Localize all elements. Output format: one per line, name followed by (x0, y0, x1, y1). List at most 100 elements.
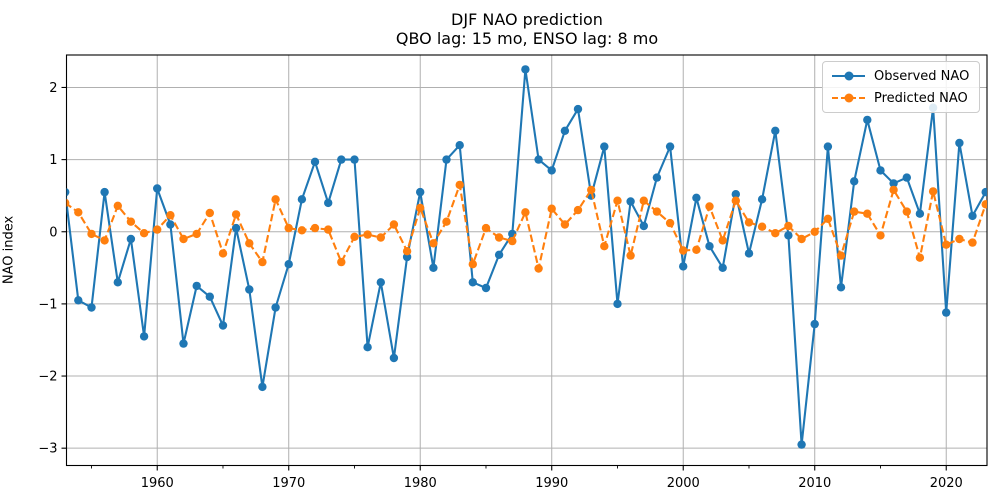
observed-data-point (850, 177, 859, 186)
predicted-data-point (231, 210, 241, 219)
predicted-data-point (337, 257, 346, 267)
predicted-data-point (442, 217, 451, 226)
predicted-data-point (494, 233, 504, 242)
predicted-data-point (705, 202, 714, 211)
observed-data-point (692, 193, 701, 202)
x-tick-label: 2020 (930, 476, 963, 491)
y-axis-label: NAO index (1, 215, 17, 285)
predicted-data-point (534, 264, 543, 273)
predicted-data-point (258, 257, 267, 267)
observed-data-point (705, 242, 714, 251)
predicted-data-point (153, 225, 162, 234)
predicted-data-point (284, 223, 293, 233)
observed-data-point (376, 278, 385, 287)
predicted-data-point (863, 209, 872, 218)
predicted-data-point (757, 222, 767, 231)
predicted-data-point (810, 227, 819, 236)
predicted-data-point (547, 204, 556, 213)
legend-label-observed: Observed NAO (874, 68, 970, 84)
predicted-data-point (66, 198, 70, 207)
observed-data-point (363, 343, 372, 352)
observed-data-point (494, 250, 504, 259)
predicted-data-point (652, 207, 662, 216)
predicted-data-point (297, 226, 307, 235)
observed-data-point (231, 223, 241, 233)
predicted-data-point (573, 205, 583, 215)
observed-data-point (389, 353, 399, 363)
observed-data-point (297, 195, 307, 204)
observed-data-point (836, 283, 846, 292)
predicted-data-point (521, 208, 530, 217)
observed-data-point (573, 104, 583, 114)
predicted-data-point (113, 201, 123, 210)
observed-data-point (192, 281, 201, 291)
observed-data-point (66, 188, 70, 197)
observed-data-point (324, 198, 333, 208)
predicted-data-point (481, 223, 491, 233)
observed-data-point (652, 173, 662, 182)
observed-data-point (981, 187, 987, 197)
y-tick-label: −1 (38, 297, 57, 312)
observed-data-point (955, 138, 964, 148)
observed-data-point (310, 157, 320, 166)
predicted-data-point (416, 203, 425, 213)
observed-data-point (810, 319, 819, 329)
observed-data-point (284, 260, 293, 269)
predicted-data-point (731, 196, 740, 205)
predicted-data-point (639, 196, 648, 205)
predicted-data-point (626, 251, 635, 260)
observed-data-point (455, 141, 464, 150)
chart-title-line2: QBO lag: 15 mo, ENSO lag: 8 mo (395, 28, 659, 48)
observed-data-point (468, 278, 477, 287)
observed-data-point (442, 155, 451, 164)
predicted-data-point (981, 200, 987, 209)
observed-data-point (153, 184, 162, 193)
observed-series-line (66, 68, 987, 446)
predicted-data-point (679, 246, 688, 255)
predicted-data-point (876, 231, 885, 240)
predicted-data-point (179, 234, 188, 244)
predicted-data-point (665, 218, 675, 228)
observed-data-point (731, 190, 740, 199)
predicted-data-point (271, 195, 280, 204)
x-tick-label: 2010 (798, 476, 831, 491)
predicted-data-point (218, 249, 228, 258)
predicted-data-point (600, 242, 609, 251)
predicted-data-point (389, 220, 399, 229)
observed-data-point (626, 197, 635, 206)
predicted-data-point (942, 240, 951, 249)
observed-data-point (968, 211, 977, 221)
observed-data-point (350, 155, 359, 164)
x-tick-label: 1990 (535, 476, 568, 491)
plot-area (66, 65, 987, 449)
observed-data-point (166, 220, 175, 229)
observed-data-point (771, 126, 780, 135)
observed-data-point (560, 126, 570, 135)
predicted-data-point (797, 234, 806, 244)
predicted-data-point (363, 230, 372, 239)
observed-data-point (613, 299, 622, 309)
predicted-data-point (205, 208, 214, 218)
observed-data-point (245, 285, 254, 294)
predicted-data-point (402, 247, 412, 256)
predicted-data-point (692, 245, 701, 254)
chart-title-line1: DJF NAO prediction (451, 10, 603, 29)
axes-frame (65, 54, 988, 467)
predicted-data-point (455, 180, 464, 190)
x-tick-label: 2000 (667, 476, 700, 491)
observed-data-point (87, 303, 96, 312)
observed-data-point (74, 296, 83, 305)
observed-data-point (402, 252, 412, 262)
predicted-data-point (245, 239, 254, 248)
y-tick-label: −2 (38, 370, 57, 385)
legend-entry-observed: Observed NAO (832, 66, 970, 86)
observed-data-point (113, 278, 123, 287)
predicted-data-point (771, 229, 780, 238)
observed-data-point (521, 65, 530, 74)
legend-entry-predicted: Predicted NAO (832, 88, 970, 108)
predicted-data-point (587, 185, 596, 195)
predicted-data-point (718, 236, 727, 245)
x-tick-label: 1980 (404, 476, 437, 491)
y-tick-label: 2 (49, 81, 57, 96)
predicted-data-point (100, 236, 109, 245)
